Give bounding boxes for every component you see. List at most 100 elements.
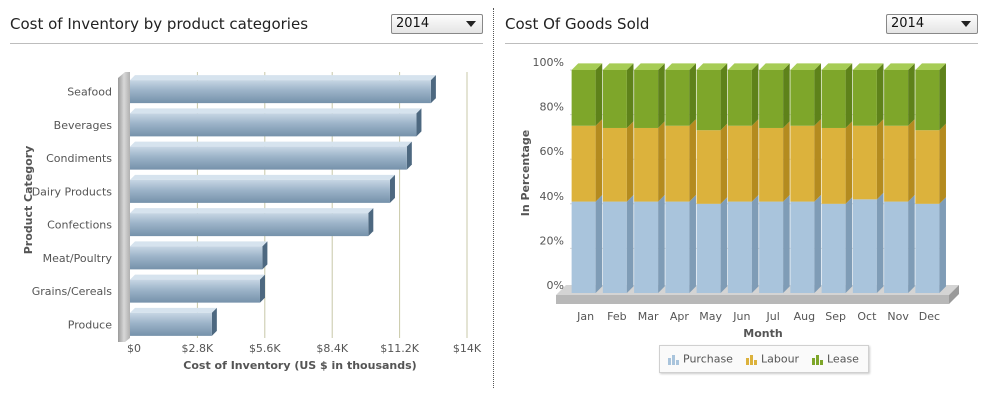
bar-top-face: [130, 174, 395, 180]
segment-front-face: [852, 199, 877, 293]
column-may[interactable]: [696, 63, 728, 293]
inventory-year-select[interactable]: 2014: [391, 14, 483, 34]
cogs-y-axis-label: In Percentage: [519, 130, 532, 217]
bar-front-face: [130, 80, 431, 104]
column-aug[interactable]: [790, 63, 821, 293]
segment-front-face: [727, 201, 752, 293]
segment-side-face: [689, 194, 696, 293]
segment-purchase: [634, 194, 665, 293]
cogs-x-axis-label: Month: [743, 327, 782, 340]
month-label-oct: Oct: [857, 310, 877, 323]
segment-labour: [727, 119, 759, 202]
bar-meat-poultry[interactable]: [130, 241, 268, 270]
bar-top-face: [130, 274, 265, 280]
cogs-year-value: 2014: [891, 16, 925, 31]
legend-item-purchase[interactable]: Purchase: [668, 352, 733, 366]
segment-front-face: [602, 70, 627, 128]
bar-grains-cereals[interactable]: [130, 274, 265, 303]
x-tick-label: $14K: [453, 342, 482, 355]
column-apr[interactable]: [665, 63, 696, 293]
column-nov[interactable]: [884, 63, 915, 293]
bar-front-face: [130, 146, 407, 170]
bar-top-face: [130, 108, 422, 114]
segment-purchase: [915, 197, 946, 293]
segment-front-face: [571, 201, 596, 293]
segment-side-face: [908, 63, 915, 126]
segment-front-face: [821, 127, 846, 204]
legend-item-labour[interactable]: Labour: [746, 352, 799, 366]
x-tick-label: $2.8K: [182, 342, 214, 355]
x-tick-label: $0: [127, 342, 141, 355]
column-sep[interactable]: [821, 63, 853, 293]
month-label-jun: Jun: [732, 310, 750, 323]
column-oct[interactable]: [852, 63, 884, 293]
bar-chart-icon: [746, 354, 757, 365]
month-label-jul: Jul: [765, 310, 779, 323]
segment-labour: [915, 123, 946, 204]
y-tick-label: 20%: [540, 234, 564, 247]
column-jun[interactable]: [727, 63, 759, 293]
bar-beverages[interactable]: [130, 108, 422, 137]
bar-top-face: [130, 241, 268, 247]
bar-seafood[interactable]: [130, 75, 436, 104]
column-jan[interactable]: [571, 63, 603, 293]
segment-side-face: [595, 63, 603, 126]
bar-produce[interactable]: [130, 307, 217, 336]
cogs-year-select[interactable]: 2014: [886, 14, 978, 34]
bar-front-face: [130, 279, 260, 303]
segment-purchase: [727, 194, 759, 293]
segment-side-face: [626, 63, 634, 128]
column-feb[interactable]: [602, 63, 634, 293]
month-label-mar: Mar: [638, 310, 659, 323]
y-tick-label: 0%: [547, 279, 564, 292]
chart-floor-side: [949, 285, 959, 304]
y-tick-label: 100%: [533, 56, 564, 69]
category-label-produce: Produce: [68, 318, 112, 331]
segment-lease: [759, 63, 790, 128]
segment-side-face: [814, 194, 821, 293]
bar-side-face: [368, 208, 374, 237]
column-jul[interactable]: [759, 63, 790, 293]
segment-front-face: [727, 125, 752, 202]
inventory-x-axis-label: Cost of Inventory (US $ in thousands): [183, 359, 416, 372]
segment-front-face: [759, 201, 784, 293]
bar-front-face: [130, 312, 212, 336]
segment-front-face: [821, 70, 846, 128]
chevron-down-icon: [961, 21, 971, 27]
bar-front-face: [130, 246, 263, 270]
segment-purchase: [696, 197, 728, 293]
y-tick-label: 60%: [540, 145, 564, 158]
segment-front-face: [759, 127, 784, 202]
bar-dairy-products[interactable]: [130, 174, 395, 203]
segment-side-face: [845, 121, 853, 204]
bar-chart-icon: [668, 354, 679, 365]
bar-confections[interactable]: [130, 208, 374, 237]
segment-side-face: [658, 121, 665, 202]
x-tick-label: $5.6K: [249, 342, 281, 355]
legend-label-purchase: Purchase: [683, 352, 733, 366]
category-label-grains-cereals: Grains/Cereals: [32, 285, 113, 298]
bar-top-face: [130, 141, 412, 147]
segment-front-face: [696, 130, 721, 204]
segment-labour: [665, 119, 696, 202]
bar-front-face: [130, 179, 390, 203]
segment-lease: [915, 63, 946, 131]
segment-side-face: [720, 63, 728, 131]
bar-top-face: [130, 307, 217, 313]
segment-lease: [696, 63, 728, 131]
column-mar[interactable]: [634, 63, 665, 293]
segment-side-face: [783, 63, 790, 128]
bar-condiments[interactable]: [130, 141, 412, 170]
bar-side-face: [211, 307, 217, 336]
segment-top-face: [790, 63, 821, 70]
column-dec[interactable]: [915, 63, 946, 293]
segment-front-face: [884, 201, 909, 293]
legend-item-lease[interactable]: Lease: [812, 352, 859, 366]
segment-top-face: [634, 63, 665, 70]
segment-front-face: [821, 203, 846, 293]
segment-front-face: [634, 127, 659, 202]
inventory-year-value: 2014: [396, 16, 430, 31]
segment-front-face: [634, 70, 659, 128]
segment-front-face: [602, 201, 627, 293]
segment-lease: [852, 63, 884, 126]
